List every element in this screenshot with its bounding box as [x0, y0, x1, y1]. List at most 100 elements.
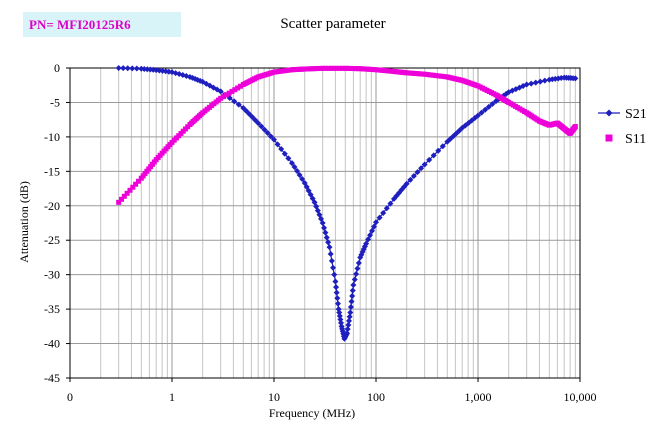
data-point-s21: [281, 150, 288, 157]
data-point-s21: [357, 254, 364, 261]
series-line-s11: [118, 67, 576, 203]
series-line-s21: [118, 67, 576, 341]
data-point-s21: [243, 107, 250, 114]
data-point-s21: [327, 251, 334, 257]
legend-marker: [605, 109, 613, 117]
data-point-s21: [349, 287, 356, 294]
data-point-s21: [235, 101, 242, 108]
data-point-s11: [229, 88, 235, 94]
data-point-s21: [333, 284, 340, 291]
data-point-s11: [328, 65, 334, 71]
data-point-s21: [430, 152, 437, 159]
y-axis-ticks: 0 -5 -10 -15 -20 -25 -30 -35 -40 -45: [44, 61, 70, 385]
data-point-s21: [291, 164, 298, 171]
data-point-s21: [541, 77, 548, 84]
data-point-s21: [345, 321, 352, 328]
data-point-s11: [133, 181, 139, 187]
data-point-s21: [355, 259, 362, 266]
data-point-s11: [116, 199, 122, 205]
x-tick-label: 1: [169, 390, 175, 404]
data-point-s21: [129, 65, 136, 72]
data-point-s11: [124, 190, 130, 196]
data-point-s11: [337, 65, 343, 71]
data-point-s21: [426, 156, 433, 163]
data-point-s21: [278, 146, 285, 153]
x-tick-label: 1,000: [465, 390, 492, 404]
data-point-s21: [326, 244, 333, 251]
data-point-s21: [294, 168, 301, 175]
legend-label: S21: [625, 107, 647, 122]
data-point-s11: [572, 124, 578, 130]
data-point-s21: [333, 289, 340, 296]
data-point-s21: [296, 172, 303, 179]
data-point-s21: [267, 133, 274, 140]
data-point-s21: [344, 326, 351, 333]
data-point-s21: [231, 98, 238, 105]
data-point-s21: [475, 112, 481, 119]
data-point-s21: [350, 282, 357, 288]
legend-item-s11: S11: [605, 132, 646, 147]
data-point-s11: [118, 196, 124, 202]
y-axis-title: Attenuation (dB): [17, 181, 31, 263]
data-point-s21: [240, 104, 247, 111]
series-layer: [115, 65, 579, 342]
x-tick-label: 100: [367, 390, 385, 404]
data-point-s21: [421, 161, 428, 168]
data-point-s21: [120, 65, 127, 72]
data-point-s21: [346, 313, 353, 320]
data-point-s21: [322, 229, 329, 236]
series-s11: [116, 65, 578, 205]
y-tick-label: 0: [54, 61, 60, 75]
data-point-s21: [485, 103, 492, 110]
data-point-s21: [319, 220, 326, 226]
data-point-s21: [387, 200, 394, 207]
data-point-s21: [323, 234, 330, 241]
data-point-s21: [532, 79, 539, 86]
y-tick-label: -25: [44, 233, 60, 247]
data-point-s21: [347, 309, 354, 316]
data-point-s21: [330, 264, 337, 271]
data-point-s21: [274, 141, 281, 148]
data-point-s21: [369, 227, 376, 234]
data-point-s21: [572, 75, 579, 82]
data-point-s11: [422, 71, 428, 77]
part-number-badge: PN= MFI20125R6: [23, 12, 181, 37]
y-tick-label: -20: [44, 199, 60, 213]
data-point-s11: [331, 65, 337, 71]
data-point-s11: [424, 72, 430, 78]
data-point-s21: [271, 136, 277, 143]
data-point-s21: [332, 278, 339, 285]
data-point-s21: [328, 257, 335, 264]
data-point-s11: [135, 178, 141, 184]
data-point-s21: [407, 176, 414, 183]
data-point-s11: [232, 87, 238, 93]
data-point-s21: [354, 265, 361, 272]
data-point-s21: [321, 224, 328, 231]
data-point-s21: [299, 176, 306, 183]
data-point-s21: [264, 130, 271, 137]
data-point-s21: [348, 298, 355, 305]
data-point-s11: [339, 65, 345, 71]
data-point-s21: [528, 80, 535, 87]
data-point-s11: [427, 72, 433, 78]
y-tick-label: -45: [44, 371, 60, 385]
data-point-s21: [365, 236, 372, 243]
y-tick-label: -30: [44, 268, 60, 282]
data-point-s11: [218, 95, 224, 101]
data-point-s21: [414, 169, 421, 176]
data-point-s21: [255, 120, 262, 127]
data-point-s11: [320, 65, 326, 71]
legend: S21 S11: [598, 107, 647, 147]
y-tick-label: -15: [44, 164, 60, 178]
data-point-s21: [439, 143, 446, 150]
data-point-s21: [347, 304, 354, 311]
data-point-s21: [349, 293, 356, 300]
data-point-s11: [220, 94, 226, 100]
data-point-s11: [237, 83, 243, 89]
data-point-s11: [127, 187, 133, 193]
data-point-s21: [325, 239, 332, 246]
data-point-s21: [367, 232, 374, 239]
data-point-s11: [433, 73, 439, 79]
data-point-s21: [334, 295, 341, 302]
